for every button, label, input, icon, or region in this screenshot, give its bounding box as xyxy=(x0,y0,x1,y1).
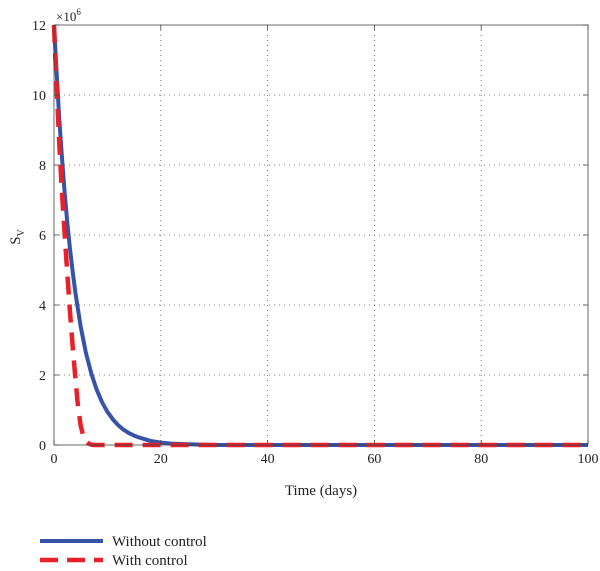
y-tick-label: 2 xyxy=(39,369,46,384)
y-tick-label: 8 xyxy=(39,159,46,174)
x-tick-label: 100 xyxy=(578,452,599,467)
y-tick-label: 12 xyxy=(32,19,46,34)
x-tick-label: 20 xyxy=(154,452,168,467)
x-tick-label: 60 xyxy=(367,452,381,467)
x-tick-label: 0 xyxy=(51,452,58,467)
x-tick-label: 80 xyxy=(474,452,488,467)
y-multiplier-exponent: 6 xyxy=(76,7,81,17)
grid xyxy=(54,25,588,445)
legend-label: With control xyxy=(112,553,188,569)
legend-label: Without control xyxy=(112,534,207,550)
y-axis-label-subscript: V xyxy=(16,228,27,236)
y-tick-label: 10 xyxy=(32,89,46,104)
y-axis-label: SV xyxy=(8,228,27,244)
x-axis-label: Time (days) xyxy=(285,483,357,499)
y-multiplier: ×106 xyxy=(56,7,81,24)
series-line-with-control xyxy=(51,24,588,448)
y-tick-label: 6 xyxy=(39,229,46,244)
y-tick-label: 0 xyxy=(39,439,46,454)
x-tick-label: 40 xyxy=(261,452,275,467)
y-tick-label: 4 xyxy=(39,299,46,314)
ticks: 0 20 40 60 80 100 0 2 4 6 8 10 12 xyxy=(32,19,599,467)
legend: Without control With control xyxy=(40,534,207,569)
